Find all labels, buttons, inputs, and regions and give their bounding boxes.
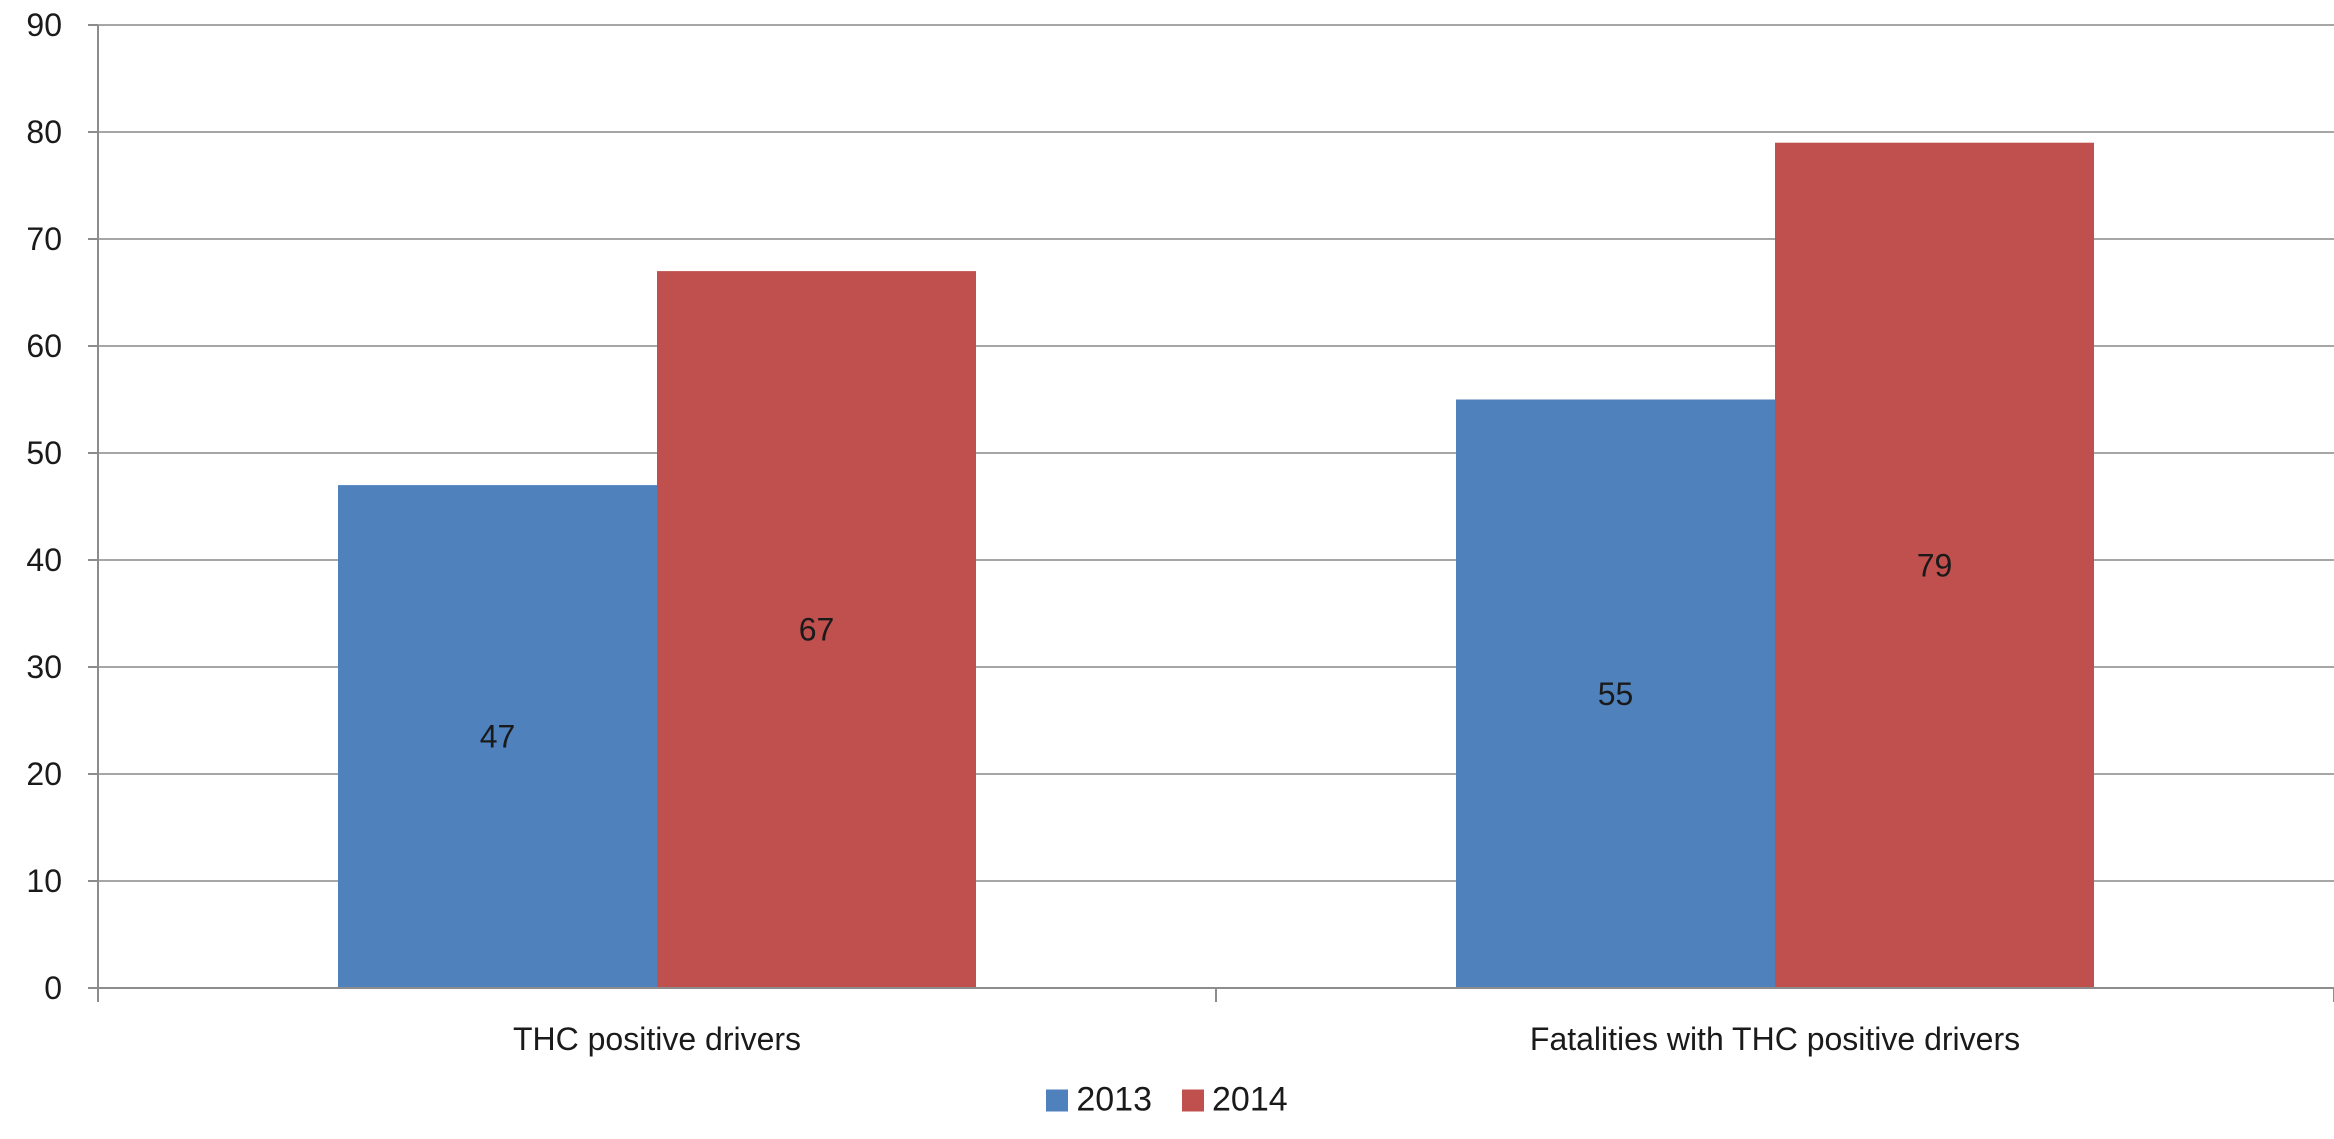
y-tick-label: 40 <box>26 542 62 578</box>
y-tick-label: 70 <box>26 221 62 257</box>
bar-2013-1 <box>338 485 657 988</box>
y-tick-label: 20 <box>26 756 62 792</box>
bar-2013-2 <box>1456 399 1775 988</box>
x-category-label: THC positive drivers <box>513 1021 801 1057</box>
legend-label: 2013 <box>1076 1080 1152 1119</box>
legend-label: 2014 <box>1212 1080 1288 1119</box>
legend: 2013 2014 <box>0 1081 2334 1120</box>
y-tick-label: 30 <box>26 649 62 685</box>
legend-swatch <box>1182 1089 1204 1111</box>
data-label: 47 <box>480 719 516 755</box>
legend-swatch <box>1046 1089 1069 1111</box>
y-axis: 0 10 20 30 40 50 60 70 80 90 <box>26 7 99 1006</box>
bar-2014-2 <box>1775 142 2094 988</box>
legend-item-2013: 2013 <box>1046 1081 1152 1120</box>
x-axis: THC positive drivers Fatalities with THC … <box>97 987 2334 1057</box>
x-category-label: Fatalities with THC positive drivers <box>1530 1021 2020 1057</box>
y-tick-label: 80 <box>26 114 62 150</box>
bars: 47 67 55 79 <box>338 142 2094 989</box>
y-tick-label: 50 <box>26 435 62 471</box>
y-tick-label: 90 <box>26 7 62 43</box>
y-tick-label: 60 <box>26 328 62 364</box>
legend-item-2014: 2014 <box>1182 1081 1288 1120</box>
bar-2014-1 <box>657 271 976 989</box>
data-label: 55 <box>1598 676 1634 712</box>
data-label: 67 <box>799 612 835 648</box>
data-label: 79 <box>1917 547 1953 583</box>
y-tick-label: 0 <box>44 970 62 1006</box>
y-tick-label: 10 <box>26 863 62 899</box>
